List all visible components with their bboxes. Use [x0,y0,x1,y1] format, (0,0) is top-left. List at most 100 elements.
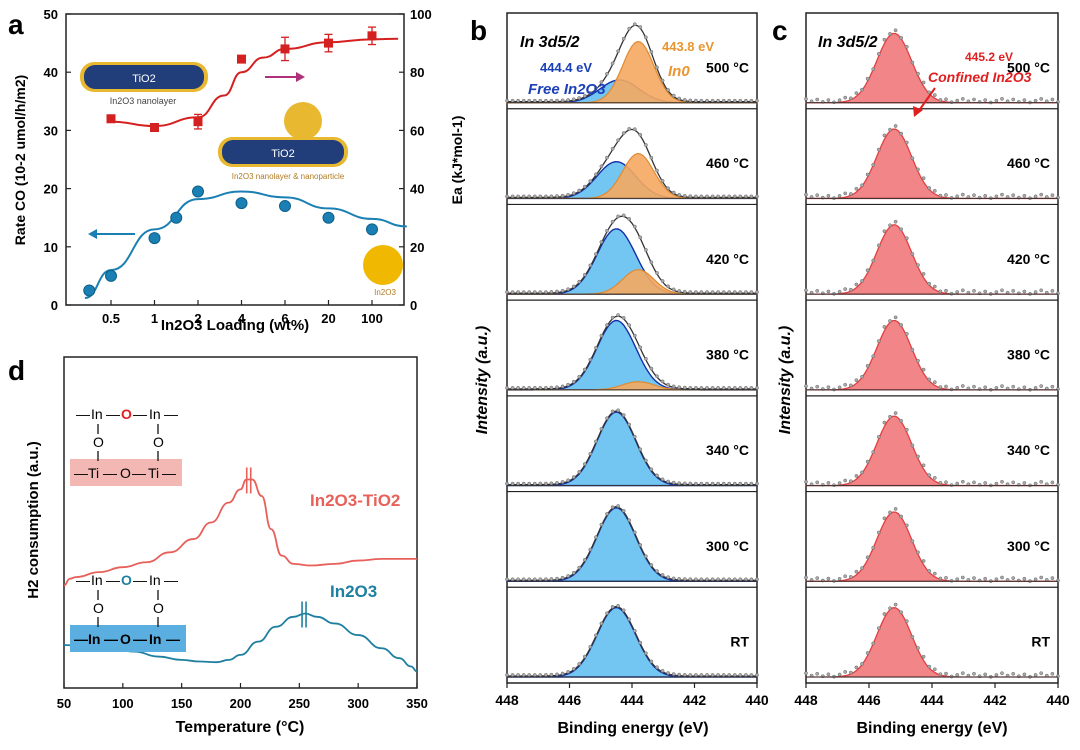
a-left-tick-label: 0 [51,298,58,313]
b-data-marker [627,617,632,622]
b-data-marker [749,673,754,677]
panel-c-xlabel: Binding energy (eV) [856,720,1007,737]
panel-a-letter: a [8,9,24,40]
d-x-tick-label: 150 [171,696,193,711]
b-spectrum-label: 300 °C [706,538,749,554]
a-data-point [106,114,116,124]
b-data-marker [571,97,576,102]
b-data-marker [660,573,665,577]
c-data-marker [865,364,870,368]
b-data-marker [627,26,632,31]
b-data-marker [677,672,682,677]
b-data-marker [521,194,526,199]
c-x-tick-label: 440 [1046,692,1070,708]
b-data-marker [588,90,593,95]
c-data-marker [837,98,842,103]
b-data-marker [694,481,698,486]
c-data-marker [1033,386,1038,390]
c-data-marker [871,258,876,263]
c-data-marker [1033,577,1038,582]
b-data-marker [582,272,587,277]
b-data-marker [710,481,715,486]
a-data-point [366,223,378,236]
c-x-tick-label: 444 [920,692,944,708]
b-data-marker [588,547,593,552]
b-data-marker [699,290,704,294]
scheme2-in-left: In [91,572,103,588]
b-data-marker [699,577,704,582]
c-data-marker [871,354,876,359]
c-data-marker [960,671,965,676]
a-x-tick-label: 0.5 [102,311,120,326]
b-data-marker [521,577,526,582]
b-data-marker [727,673,732,677]
d-x-tick-label: 250 [288,696,310,711]
c-data-marker [815,193,820,198]
b-data-marker [610,146,615,151]
c-data-marker [955,98,960,103]
inset-particle-illustration: In2O3 [363,245,403,297]
panel-b: b In 3d5/2 Intensity (a.u.) Binding ener… [470,12,769,737]
b-data-marker [744,98,748,103]
c-data-marker [893,315,898,320]
b-data-marker [549,385,554,390]
b-data-marker [660,179,665,183]
c-data-marker [955,481,960,486]
b-data-marker [755,98,759,103]
c-data-marker [899,323,904,327]
c-spectrum-label: RT [1031,634,1050,650]
b-data-marker [505,194,509,199]
b-data-marker [571,667,576,671]
a-x-tick-label: 100 [361,311,383,326]
b-data-marker [655,271,659,275]
b-data-marker [621,608,626,613]
c-data-marker [826,672,831,677]
scheme-in2o3: — In — O — In — O O — In — O — In — [70,572,186,652]
c-data-marker [1039,671,1044,676]
b-data-marker [510,577,515,582]
a-left-tick-label: 50 [44,7,58,22]
d-x-tick-label: 100 [112,696,134,711]
b-data-marker [577,565,582,570]
c-data-marker [1039,288,1044,293]
b-data-marker [716,577,720,582]
b-data-marker [505,98,509,103]
c-data-marker [932,284,937,289]
b-data-marker [738,673,743,677]
b-data-marker [532,481,537,486]
b-data-marker [660,669,665,673]
b-data-marker [605,416,609,421]
a-data-point [193,117,203,127]
c-data-marker [972,576,976,580]
a-data-point [148,232,161,245]
b-data-marker [721,98,726,103]
c-data-marker [960,384,965,388]
b-free-peak [507,606,757,678]
b-data-marker [571,284,576,289]
c-data-marker [921,176,926,181]
c-data-marker [1000,575,1004,580]
c-data-marker [904,523,909,528]
b-data-marker [594,252,598,256]
b-data-marker [705,194,709,199]
b-x-tick-label: 448 [495,692,519,708]
c-data-marker [865,651,870,655]
c-data-marker [837,481,842,485]
b-data-marker [749,481,754,486]
b-data-marker [660,279,665,283]
a-data-point [170,211,183,224]
c-spectrum-label: 460 °C [1007,155,1050,171]
c-data-marker [871,163,876,167]
c-data-marker [848,670,853,675]
c-spectrum-label: 300 °C [1007,538,1050,554]
c-data-marker [804,288,808,293]
panel-b-free-energy: 444.4 eV [540,60,592,75]
b-data-marker [555,576,559,581]
c-data-marker [826,98,831,102]
c-data-marker [944,97,948,102]
b-data-marker [632,530,637,535]
b-data-marker [655,569,659,573]
b-data-marker [644,143,648,147]
inset-particle-label: In2O3 [374,288,396,297]
b-data-marker [594,535,598,540]
